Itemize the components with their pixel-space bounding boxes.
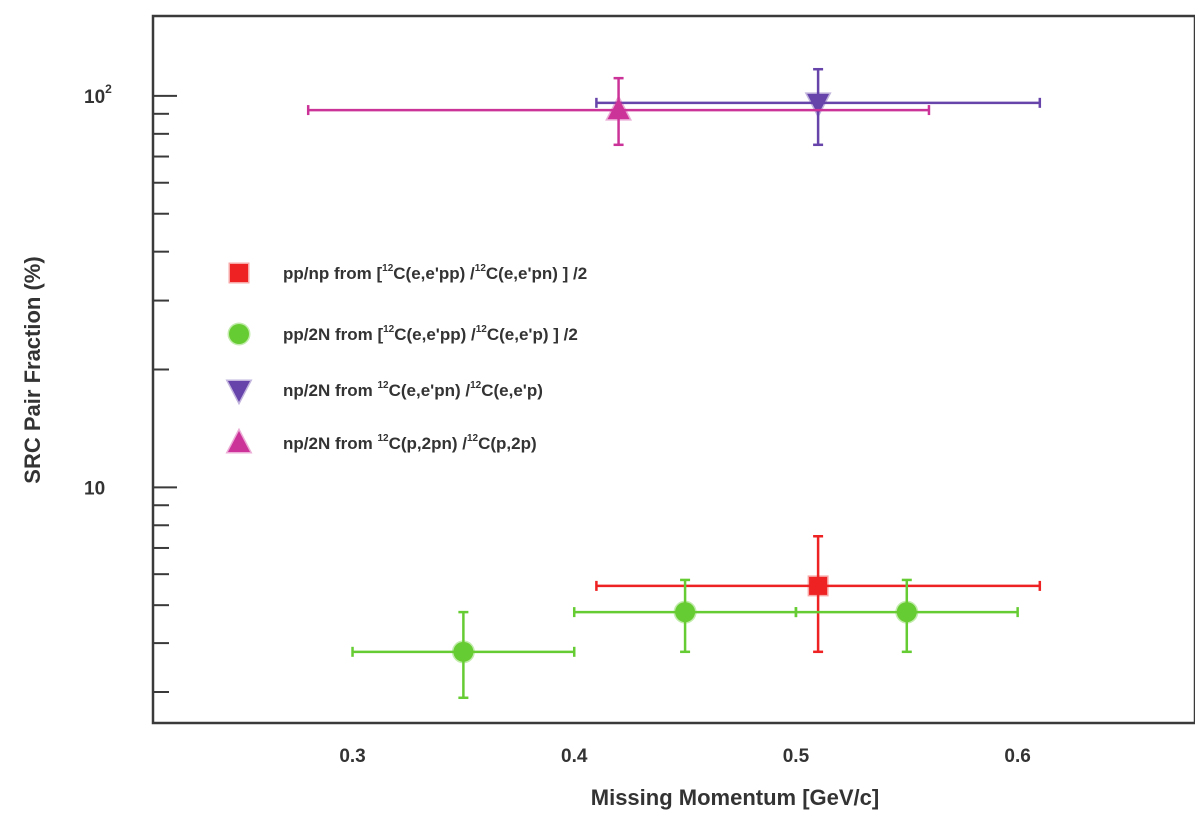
x-tick-label: 0.3 [339, 746, 365, 767]
x-axis-tick-labels: 0.3 0.4 0.5 0.6 [339, 746, 1031, 767]
legend-text-part: np/2N from [283, 381, 377, 400]
legend-superscript: 12 [383, 324, 395, 335]
series-group [306, 76, 931, 147]
series-group [595, 534, 1042, 654]
plot-frame [151, 14, 1195, 725]
x-tick-label: 0.5 [783, 746, 810, 767]
y-tick-base: 10 [84, 87, 105, 108]
legend-text-part: C(e,e'pp) / [394, 325, 476, 344]
legend-text-part: C(p,2p) [478, 434, 537, 453]
square-marker [228, 262, 250, 284]
legend-label: pp/np from [12C(e,e'pp) /12C(e,e'pn) ] /… [283, 263, 587, 283]
series-group [351, 578, 1019, 700]
legend-text-part: C(e,e'pn) / [389, 381, 471, 400]
triangle-down-marker [225, 379, 253, 406]
legend-text-part: C(e,e'pn) ] /2 [486, 264, 587, 283]
legend-label: np/2N from 12C(p,2pn) /12C(p,2p) [283, 433, 537, 453]
legend-text-part: C(e,e'p) [481, 381, 543, 400]
y-axis-ticks [153, 94, 177, 694]
legend: pp/np from [12C(e,e'pp) /12C(e,e'pn) ] /… [225, 262, 587, 454]
y-tick-base: 10 [84, 478, 105, 499]
square-marker [807, 575, 829, 597]
circle-marker [227, 322, 251, 346]
legend-entry: pp/2N from [12C(e,e'pp) /12C(e,e'p) ] /2 [227, 322, 578, 346]
y-tick-label: 10 [84, 478, 105, 499]
x-tick-label: 0.6 [1004, 746, 1030, 767]
circle-marker [673, 600, 697, 624]
legend-text-part: C(p,2pn) / [389, 434, 468, 453]
legend-entry: pp/np from [12C(e,e'pp) /12C(e,e'pn) ] /… [228, 262, 587, 284]
triangle-down-marker [804, 92, 832, 119]
x-axis-title: Missing Momentum [GeV/c] [591, 785, 879, 810]
series-group [595, 67, 1042, 147]
circle-marker [451, 640, 475, 664]
legend-superscript: 12 [382, 263, 394, 274]
legend-superscript: 12 [377, 433, 389, 444]
legend-entry: np/2N from 12C(p,2pn) /12C(p,2p) [225, 427, 537, 454]
legend-superscript: 12 [467, 433, 479, 444]
legend-text-part: C(e,e'pp) / [393, 264, 475, 283]
legend-superscript: 12 [475, 263, 487, 274]
legend-entry: np/2N from 12C(e,e'pn) /12C(e,e'p) [225, 379, 543, 406]
legend-text-part: C(e,e'p) ] /2 [487, 325, 578, 344]
legend-text-part: pp/2N from [ [283, 325, 383, 344]
circle-marker [895, 600, 919, 624]
legend-superscript: 12 [476, 324, 488, 335]
legend-text-part: pp/np from [ [283, 264, 382, 283]
triangle-up-marker [225, 427, 253, 454]
legend-superscript: 12 [377, 380, 389, 391]
x-tick-label: 0.4 [561, 746, 588, 767]
y-tick-exponent: 2 [105, 82, 112, 96]
legend-superscript: 12 [470, 380, 482, 391]
triangle-up-marker [605, 94, 633, 121]
legend-label: pp/2N from [12C(e,e'pp) /12C(e,e'p) ] /2 [283, 324, 578, 344]
data-series [306, 67, 1042, 700]
y-axis-title: SRC Pair Fraction (%) [20, 256, 45, 483]
y-tick-label: 102 [84, 82, 112, 108]
legend-label: np/2N from 12C(e,e'pn) /12C(e,e'p) [283, 380, 543, 400]
legend-text-part: np/2N from [283, 434, 377, 453]
